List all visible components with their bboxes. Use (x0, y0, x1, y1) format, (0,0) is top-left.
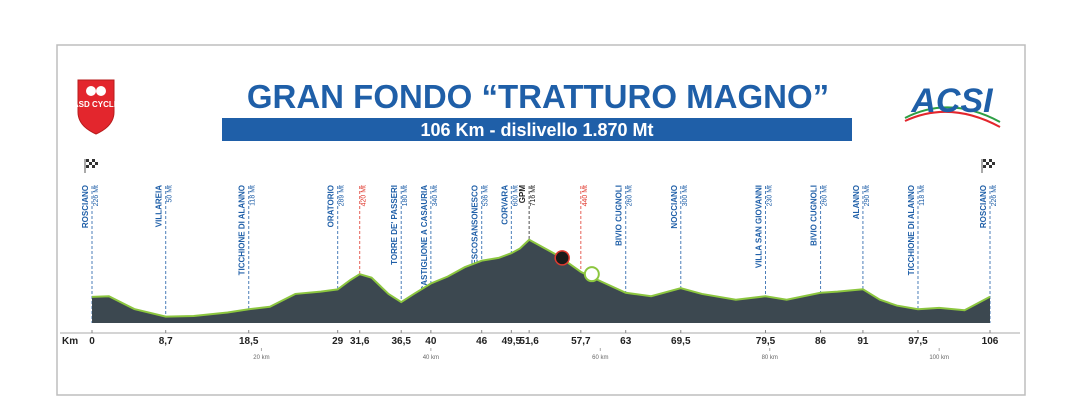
swoosh (904, 106, 1001, 123)
logo-text: ACSI (910, 82, 994, 120)
waypoint-name: ORATORIO (327, 185, 336, 227)
x-tick-label: 8,7 (159, 336, 173, 347)
waypoint-altitude: 118 Mt (919, 185, 926, 206)
x2-tick-label: 20 km (253, 355, 269, 361)
waypoint-altitude: 600 Mt (512, 185, 519, 206)
waypoint-altitude: 536 Mt (483, 185, 490, 206)
flag-square (92, 159, 95, 162)
x-tick-label: 29 (332, 336, 344, 347)
x2-tick-label: 60 km (592, 355, 608, 361)
right-logo: ACSI (904, 82, 1001, 128)
flag-square (89, 162, 92, 165)
waypoint-name: BIVIO CUGNOLI (615, 185, 624, 246)
x2-tick-label: 80 km (762, 355, 778, 361)
finish-flag (981, 159, 995, 173)
x-tick-label: 86 (815, 336, 827, 347)
waypoint-altitude: 716 Mt (530, 185, 537, 206)
subtitle: 106 Km - dislivello 1.870 Mt (420, 120, 653, 140)
flag-square (86, 159, 89, 162)
waypoint-name: NOCCIANO (670, 185, 679, 229)
flag-square (86, 165, 89, 168)
flag-square (983, 159, 986, 162)
waypoint-name: ROSCIANO (81, 185, 90, 228)
waypoint-name: CORVARA (500, 185, 509, 225)
waypoint-name: ALANNO (852, 185, 861, 219)
x-tick-label: 36,5 (391, 336, 411, 347)
x-tick-label: 46 (476, 336, 488, 347)
waypoint-name: VILLA SAN GIOVANNI (755, 185, 764, 268)
waypoint-altitude: 50 Mt (167, 185, 174, 203)
logo-dot (86, 86, 96, 96)
waypoint-name: TICCHIONE DI ALANNO (238, 185, 247, 275)
x-tick-label: 0 (89, 336, 95, 347)
waypoint-name: GPM (518, 185, 527, 204)
x-tick-label: 49,5 (502, 336, 522, 347)
waypoint-altitude: 118 Mt (250, 185, 257, 206)
x-tick-label: 51,6 (519, 336, 539, 347)
waypoint-altitude: 230 Mt (767, 185, 774, 206)
flag-square (986, 162, 989, 165)
x-tick-label: 31,6 (350, 336, 370, 347)
logo-dot (96, 86, 106, 96)
waypoint-name: BIVIO CUGNOLI (810, 185, 819, 246)
waypoint-name: ROSCIANO (979, 185, 988, 228)
sprint-marker (554, 250, 570, 266)
x-axis-label: Km (62, 336, 78, 347)
waypoint-altitude: 290 Mt (864, 185, 871, 206)
waypoint-altitude: 260 Mt (822, 185, 829, 206)
waypoint-altitude: 340 Mt (432, 185, 439, 206)
logo-text: ASD CYCLE (73, 100, 120, 109)
x-tick-label: 18,5 (239, 336, 259, 347)
x-tick-label: 69,5 (671, 336, 691, 347)
x2-tick-label: 40 km (423, 355, 439, 361)
x-tick-label: 91 (857, 336, 869, 347)
x-tick-label: 106 (982, 336, 999, 347)
waypoint-name: TICCHIONE DI ALANNO (907, 185, 916, 275)
waypoint-altitude: 420 Mt (361, 185, 368, 206)
flag-square (989, 165, 992, 168)
flag-square (989, 159, 992, 162)
flag-square (983, 165, 986, 168)
x2-tick-label: 100 km (929, 355, 949, 361)
waypoint-altitude: 226 Mt (93, 185, 100, 206)
waypoint-name: CASTIGLIONE A CASAURIA (420, 185, 429, 292)
elevation-area (92, 239, 990, 323)
title: GRAN FONDO “TRATTURO MAGNO” (247, 78, 829, 115)
frame (56, 44, 1026, 396)
food-marker (583, 266, 600, 283)
left-logo: ASD CYCLE (73, 79, 120, 135)
x-tick-label: 57,7 (571, 336, 591, 347)
swoosh (904, 110, 1001, 128)
waypoint-name: PESCOSANSONESCO (471, 185, 480, 270)
waypoint-name: TORRE DE' PASSERI (390, 185, 399, 265)
waypoint-altitude: 289 Mt (339, 185, 346, 206)
waypoint-altitude: 180 Mt (402, 185, 409, 206)
waypoint-altitude: 226 Mt (991, 185, 998, 206)
waypoint-altitude: 440 Mt (582, 185, 589, 206)
x-tick-label: 63 (620, 336, 632, 347)
flag-square (95, 162, 98, 165)
plot: ROSCIANO 226 Mt VILLAREIA 50 Mt TICCHIONE DI… (60, 185, 1020, 361)
waypoint-altitude: 260 Mt (627, 185, 634, 206)
x-tick-label: 40 (425, 336, 437, 347)
flag-square (92, 165, 95, 168)
x-tick-label: 97,5 (908, 336, 928, 347)
waypoint-name: VILLAREIA (155, 185, 164, 227)
elevation-line (91, 238, 991, 318)
waypoint-altitude: 300 Mt (682, 185, 689, 206)
subtitle-bar (222, 118, 852, 141)
flag-square (992, 162, 995, 165)
x-tick-label: 79,5 (756, 336, 776, 347)
start-flag (84, 159, 98, 173)
